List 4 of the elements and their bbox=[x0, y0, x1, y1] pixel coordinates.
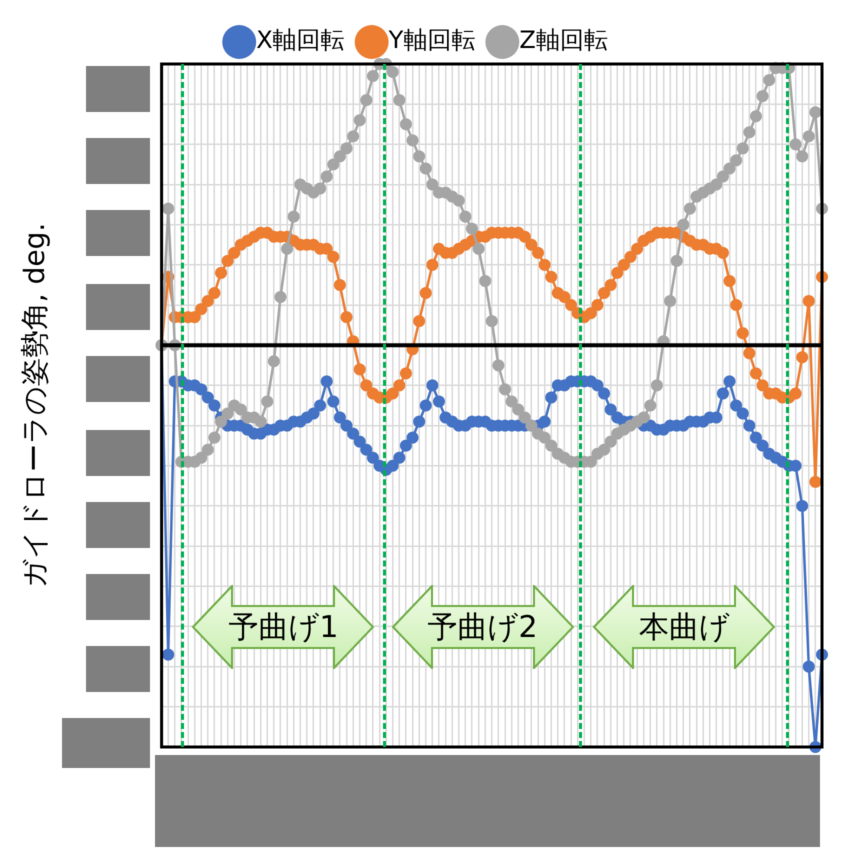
y-axis-title: ガイドローラの姿勢角, deg. bbox=[18, 222, 52, 588]
legend-label: X軸回転 bbox=[256, 26, 345, 54]
legend-label: Z軸回転 bbox=[519, 26, 608, 54]
legend-label: Y軸回転 bbox=[388, 26, 476, 54]
